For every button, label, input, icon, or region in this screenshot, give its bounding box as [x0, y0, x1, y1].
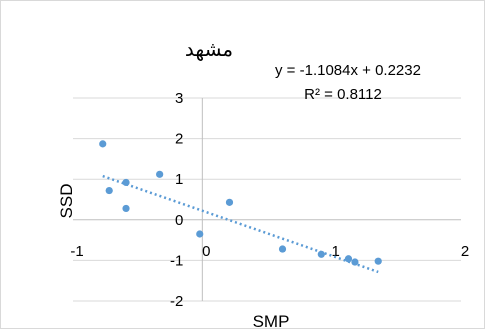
x-tick-label: -1 — [70, 243, 83, 260]
data-point — [196, 230, 204, 238]
y-axis-title: SSD — [57, 184, 76, 219]
data-point — [99, 140, 107, 148]
y-tick-label: 3 — [175, 90, 183, 107]
data-point — [317, 250, 325, 258]
data-point — [351, 258, 359, 266]
trendline — [102, 174, 379, 274]
y-tick-label: 0 — [175, 212, 183, 229]
y-tick-label: 2 — [175, 131, 183, 148]
x-tick-label: 1 — [331, 243, 339, 260]
data-point — [225, 198, 234, 206]
tick-labels: -2 -1 0 1 2 3 -1 0 1 2 — [70, 90, 469, 310]
data-point — [344, 255, 353, 263]
data-point — [122, 204, 130, 213]
trendline-r-squared: R² = 0.8112 — [304, 86, 382, 103]
x-tick-label: 2 — [461, 243, 469, 260]
data-point — [105, 186, 113, 195]
x-tick-label: 0 — [202, 243, 210, 260]
y-tick-label: -2 — [170, 293, 183, 310]
data-point — [278, 245, 287, 253]
y-tick-label: -1 — [170, 252, 183, 269]
gridlines — [73, 97, 461, 302]
trendline-equation: y = -1.1084x + 0.2232 — [275, 62, 421, 79]
data-point — [156, 170, 164, 178]
data-point — [374, 257, 382, 265]
data-point — [122, 178, 130, 187]
axes — [73, 98, 461, 301]
data-points — [99, 140, 382, 266]
y-tick-label: 1 — [175, 171, 183, 188]
x-axis-title: SMP — [253, 312, 290, 330]
trendline-path — [102, 174, 379, 274]
chart-title: مشهد — [185, 37, 233, 61]
